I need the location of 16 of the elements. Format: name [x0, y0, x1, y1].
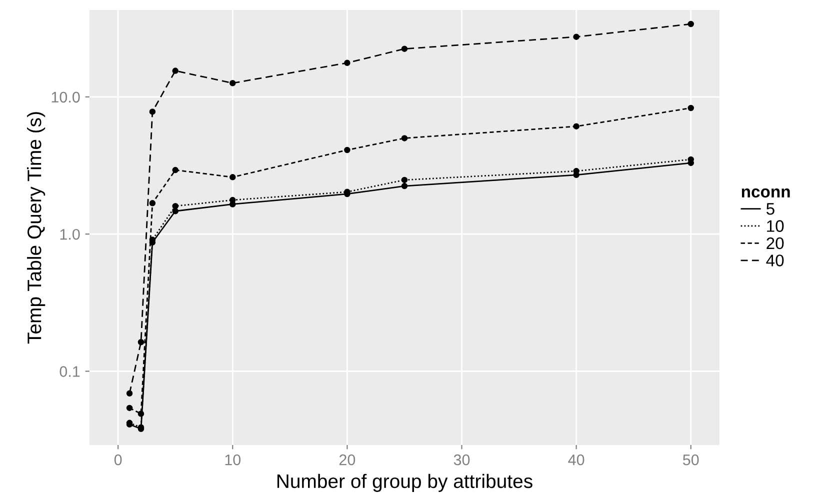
legend-label: 40: [766, 254, 784, 266]
legend-title: nconn: [742, 188, 790, 198]
legend-label: 10: [767, 220, 784, 232]
y-tick-label: 10.0: [52, 92, 80, 103]
x-tick-label: 50: [682, 454, 699, 466]
x-axis-title: Number of group by attributes: [277, 474, 532, 492]
x-tick-label: 0: [114, 454, 122, 466]
x-tick-label: 10: [225, 454, 241, 466]
y-axis-title: Temp Table Query Time (s): [26, 112, 46, 344]
x-tick-label: 30: [454, 454, 470, 466]
y-tick-label: 0.1: [60, 366, 80, 377]
x-tick-label: 20: [339, 454, 356, 466]
y-tick-label: 1.0: [60, 228, 80, 240]
legend-label: 20: [766, 237, 784, 250]
legend-label: 5: [766, 203, 774, 215]
x-tick-label: 40: [568, 454, 584, 466]
